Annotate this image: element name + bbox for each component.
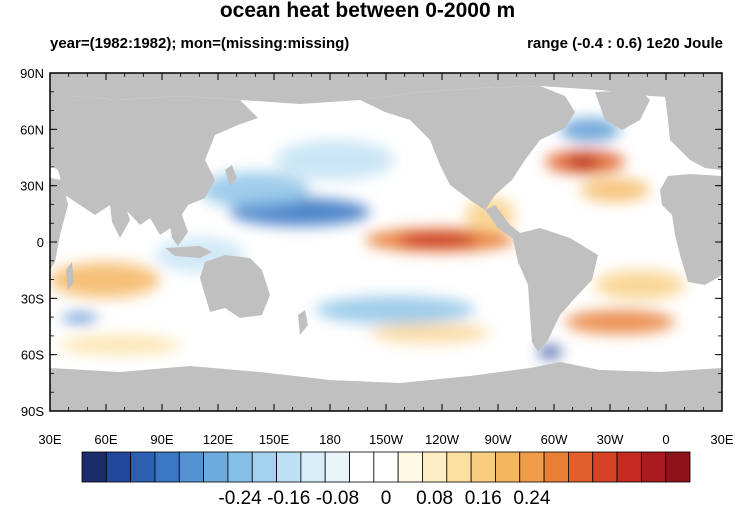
- colorbar-swatch: [276, 451, 302, 483]
- anomaly-atlantic-subtropic-warm: [595, 270, 685, 300]
- colorbar-swatch: [105, 451, 132, 483]
- colorbar-label: 0.16: [464, 488, 502, 509]
- colorbar-label: -0.08: [315, 488, 360, 509]
- colorbar-swatch: [349, 451, 375, 483]
- anomaly-labrador-cool: [560, 118, 620, 142]
- colorbar-swatch: [300, 451, 326, 483]
- colorbar-swatch: [616, 451, 642, 483]
- land-antarctica: [50, 362, 722, 411]
- land-south-america: [512, 228, 598, 352]
- lat-label: 30N: [20, 179, 44, 194]
- colorbar-swatch: [154, 451, 180, 483]
- colorbar-label: -0.16: [267, 488, 311, 509]
- subtitle-time-range: year=(1982:1982); mon=(missing:missing): [50, 35, 350, 52]
- anomaly-antarctic-warm: [60, 335, 180, 355]
- lon-label: 180: [319, 432, 341, 447]
- lon-label: 120W: [425, 432, 460, 447]
- anomaly-drake-cool: [538, 346, 562, 358]
- lon-label: 120E: [203, 432, 234, 447]
- lat-label: 30S: [21, 291, 44, 306]
- subtitle-value-range: range (-0.4 : 0.6) 1e20 Joule: [527, 35, 723, 52]
- land-australia: [200, 255, 270, 318]
- colorbar-label: 0.08: [416, 488, 454, 509]
- colorbar-swatch: [203, 451, 229, 483]
- lat-label: 60N: [20, 122, 44, 137]
- colorbar-label: 0.24: [513, 488, 551, 509]
- land-new-zealand: [298, 310, 308, 335]
- colorbar-swatch: [665, 451, 691, 483]
- lon-label: 150W: [369, 432, 404, 447]
- lat-label: 90S: [21, 404, 44, 419]
- colorbar-swatch: [495, 451, 521, 483]
- land-indochina: [168, 215, 188, 246]
- colorbar: [81, 451, 691, 483]
- land-europe: [665, 96, 722, 170]
- land-africa-east: [50, 178, 68, 270]
- colorbar-swatch: [178, 451, 204, 483]
- anomaly-southern-ocean-warm: [370, 323, 490, 343]
- plot-area: [50, 73, 722, 411]
- anomaly-kuroshio-cool: [200, 172, 310, 208]
- land-central-america: [485, 205, 520, 238]
- anomaly-south-atlantic-warm: [565, 310, 675, 334]
- anomaly-south-pacific-cool: [315, 296, 475, 324]
- land-masses: [50, 73, 722, 411]
- colorbar-swatch: [568, 451, 594, 483]
- colorbar-swatch: [592, 451, 618, 483]
- colorbar-swatch: [130, 451, 156, 483]
- map-title: ocean heat between 0-2000 m: [219, 0, 516, 22]
- lon-label: 30W: [597, 432, 624, 447]
- land-madagascar: [66, 262, 74, 290]
- colorbar-label: -0.24: [218, 488, 262, 509]
- colorbar-swatch: [81, 451, 107, 483]
- lon-label: 90W: [485, 432, 512, 447]
- anomaly-south-indian-cool: [62, 313, 98, 323]
- land-north-america: [360, 86, 575, 210]
- lon-label: 150E: [259, 432, 290, 447]
- land-japan: [225, 165, 237, 186]
- lon-label: 0: [662, 432, 669, 447]
- anomaly-el-nino-core: [398, 233, 478, 247]
- land-africa-west: [660, 174, 722, 285]
- land-greenland: [595, 90, 650, 130]
- colorbar-swatch: [640, 451, 667, 483]
- colorbar-swatch: [373, 451, 399, 483]
- lat-label: 60S: [21, 348, 44, 363]
- lon-label: 30E: [710, 432, 733, 447]
- land-arctic: [50, 73, 722, 104]
- colorbar-swatch: [422, 451, 448, 483]
- colorbar-swatch: [324, 451, 350, 483]
- land-asia: [50, 96, 258, 235]
- anomaly-indian-ocean-warm: [50, 262, 160, 298]
- lon-label: 30E: [38, 432, 61, 447]
- lon-label: 60W: [541, 432, 568, 447]
- colorbar-swatch: [397, 451, 423, 483]
- anomaly-north-atlantic-warm: [580, 178, 650, 202]
- colorbar-swatch: [446, 451, 472, 483]
- land-india: [110, 205, 130, 238]
- colorbar-swatch: [543, 451, 569, 483]
- lon-label: 60E: [94, 432, 117, 447]
- land-indonesia: [165, 246, 212, 258]
- latitude-labels: 90N 60N 30N 0 30S 60S 90S: [20, 66, 44, 419]
- lat-label: 90N: [20, 66, 44, 81]
- colorbar-swatch: [519, 451, 545, 483]
- axis-ticks: [49, 72, 723, 412]
- colorbar-swatch: [227, 451, 253, 483]
- lat-label: 0: [37, 235, 44, 250]
- lon-label: 90E: [150, 432, 173, 447]
- colorbar-swatch: [251, 451, 277, 483]
- anomaly-gulf-stream-core: [568, 156, 598, 168]
- heat-anomaly-field: [50, 118, 685, 358]
- anomaly-subpolar-cool: [275, 140, 395, 180]
- longitude-labels: 30E 60E 90E 120E 150E 180 150W 120W 90W 60W 30W 0 30…: [38, 432, 733, 447]
- colorbar-swatch: [470, 451, 496, 483]
- colorbar-label: 0: [380, 488, 392, 509]
